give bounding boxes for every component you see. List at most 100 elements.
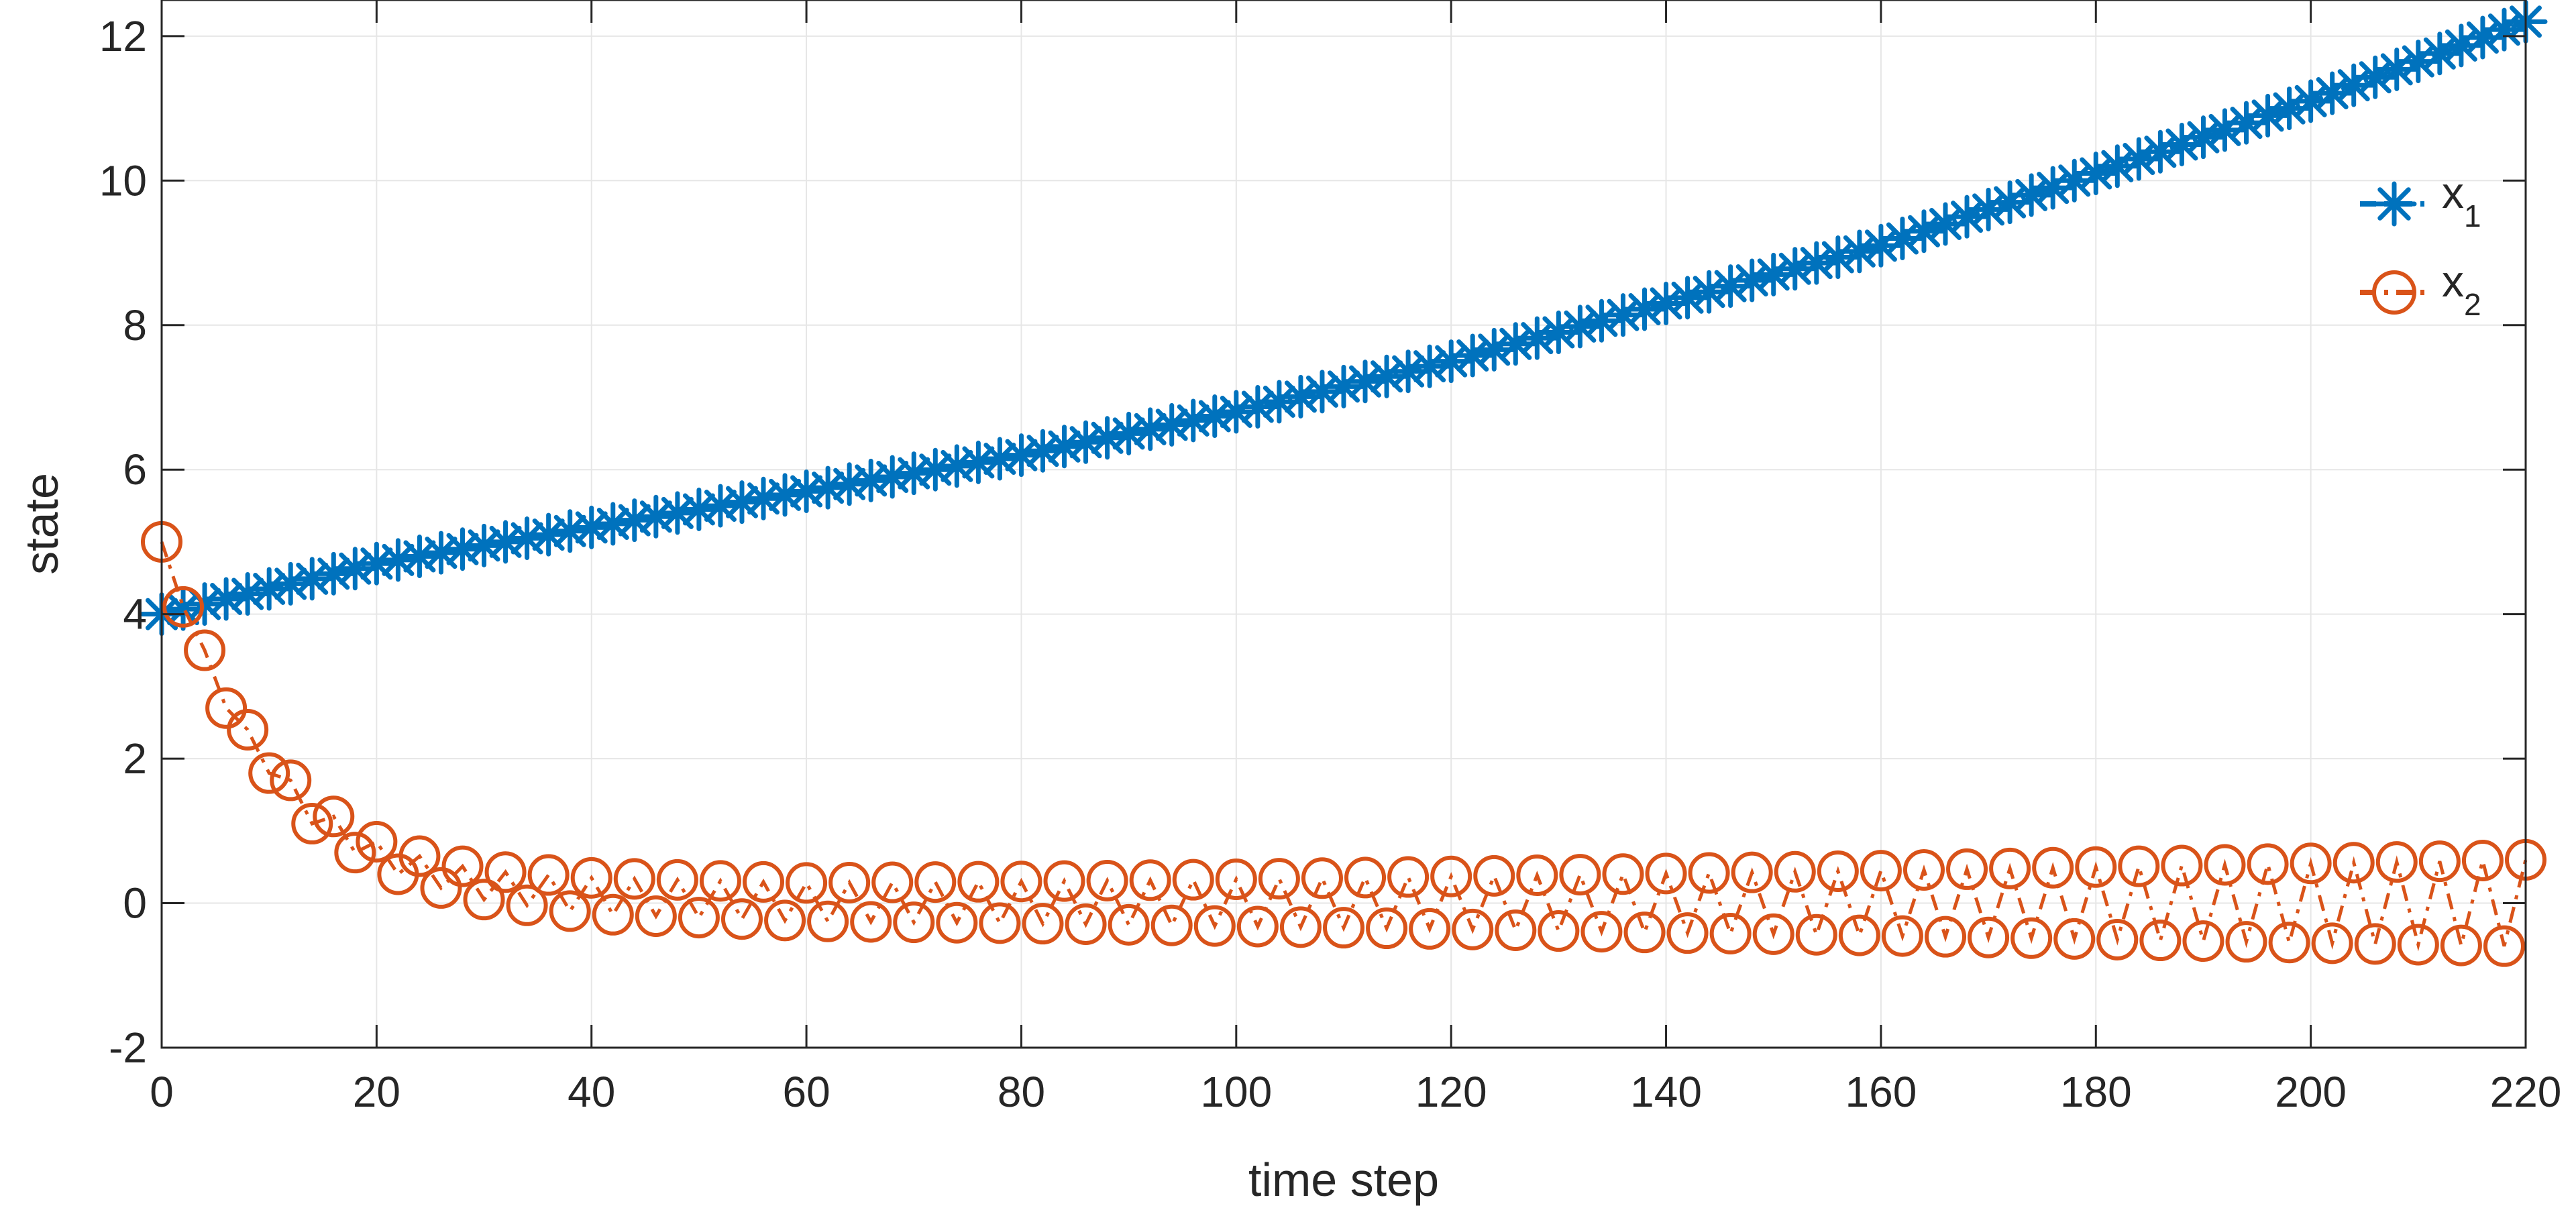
series-x2-point: [1602, 853, 1644, 895]
series-x1-point: [397, 534, 441, 578]
legend-marker-x2: [2372, 270, 2416, 315]
series-x2-point: [1946, 848, 1988, 890]
legend-marker-x1-glyph: [2371, 181, 2417, 227]
series-x2-point: [2161, 844, 2203, 887]
series-x2-point: [1559, 854, 1601, 896]
series-x1-point: [763, 473, 807, 517]
series-x2-point: [1236, 905, 1279, 948]
series-x2-point: [1925, 916, 1967, 958]
series-x2-point: [527, 854, 570, 896]
series-x2-point: [1473, 854, 1515, 897]
series-x1-point: [462, 523, 506, 567]
series-x2-point: [1172, 859, 1214, 901]
series-x2-point: [2440, 924, 2482, 966]
series-x2-point: [957, 861, 1000, 903]
series-x2-point: [2311, 922, 2353, 964]
series-x1-point: [225, 571, 270, 616]
series-x2-point: [1774, 850, 1816, 893]
series-x2-point: [2268, 922, 2310, 964]
series-x2-point: [1838, 914, 1880, 956]
series-x2-point: [1495, 909, 1537, 951]
legend-label-x1-main: x: [2442, 168, 2464, 217]
series-x2-point: [1452, 908, 1494, 950]
series-x2-point: [828, 861, 871, 903]
series-x2-point: [1065, 903, 1107, 946]
series-x1-point: [419, 531, 463, 575]
series-x2-point: [2204, 844, 2246, 886]
series-x1-point: [1343, 360, 1387, 404]
series-x2-point: [979, 902, 1021, 944]
series-x2-point: [2397, 924, 2439, 966]
legend-label-x2: x2: [2442, 256, 2481, 322]
y-tick-label: 0: [123, 879, 147, 928]
series-x2-point: [893, 901, 935, 944]
series-x2-point: [1709, 913, 1752, 955]
series-x2-point: [1752, 913, 1794, 955]
series-x2-point: [2375, 841, 2418, 883]
series-x2-point: [570, 856, 612, 899]
series-x2-point: [635, 895, 677, 937]
x-tick-label: 200: [2275, 1068, 2347, 1116]
series-x2-point: [2418, 840, 2461, 883]
series-x2-point: [270, 759, 312, 802]
series-x2-point: [420, 867, 462, 909]
series-x2-point: [313, 795, 355, 838]
y-tick-label: 12: [99, 12, 147, 60]
series-x2-point: [1215, 859, 1257, 901]
series-x2-point: [743, 861, 785, 903]
series-x2-point: [463, 879, 505, 921]
series-x2-point: [764, 899, 806, 942]
series-x2-point: [720, 898, 763, 940]
series-x1-point: [720, 480, 764, 524]
series-x1-point: [784, 469, 828, 514]
series-x2-point: [914, 861, 957, 903]
series-x2-point: [1086, 859, 1128, 901]
series-x2-point: [2332, 842, 2375, 884]
series-x2-point: [871, 861, 914, 903]
series-x2-point: [807, 900, 849, 942]
x-tick-label: 160: [1845, 1068, 1917, 1116]
series-x2-point: [2225, 921, 2267, 963]
series-x2-point: [1688, 852, 1730, 894]
series-x2-point: [1989, 847, 2031, 889]
y-tick-label: 4: [123, 590, 147, 639]
series-x2-point: [1580, 911, 1623, 953]
series-x2-point: [1731, 851, 1773, 893]
y-tick-label: 2: [123, 734, 147, 783]
series-x2-point: [1301, 857, 1343, 899]
x-tick-label: 180: [2060, 1068, 2132, 1116]
series-x2-point: [184, 629, 226, 671]
legend-label-x2-main: x: [2442, 256, 2464, 306]
series-x2-point: [549, 890, 591, 932]
legend-label-x1: x1: [2442, 168, 2481, 233]
series-x2: [141, 520, 2546, 967]
series-x2-point: [1430, 855, 1472, 897]
series-x2-point: [2010, 917, 2053, 959]
series-x2-point: [205, 687, 248, 729]
series-x2-point: [2053, 918, 2096, 960]
series-x2-point: [1193, 905, 1236, 947]
series-x1-point: [1386, 349, 1430, 394]
series-x2-point: [1645, 852, 1687, 895]
series-x2-point: [506, 884, 548, 926]
series-x2-point: [2075, 846, 2117, 888]
series-x1-point: [570, 505, 614, 549]
series-x2-point: [850, 901, 892, 943]
x-tick-label: 0: [150, 1068, 174, 1116]
x-tick-label: 120: [1415, 1068, 1487, 1116]
series-x2-point: [1344, 856, 1387, 899]
series-x2-point: [592, 893, 634, 936]
series-x2-point: [1666, 912, 1709, 954]
y-tick-label: 10: [99, 156, 147, 205]
x-tick-label: 100: [1200, 1068, 1272, 1116]
series-x1-point: [441, 527, 485, 571]
series-x2-point: [2354, 923, 2396, 965]
series-x2-point: [1817, 850, 1859, 892]
series-layer: [140, 0, 2548, 967]
series-x2-point: [936, 901, 978, 944]
series-x1-point: [484, 520, 528, 564]
series-x1-point: [1214, 390, 1258, 434]
legend: x1 x2: [2360, 168, 2481, 322]
legend-label-x1-sub: 1: [2464, 199, 2481, 233]
series-x2-point: [1108, 903, 1150, 946]
